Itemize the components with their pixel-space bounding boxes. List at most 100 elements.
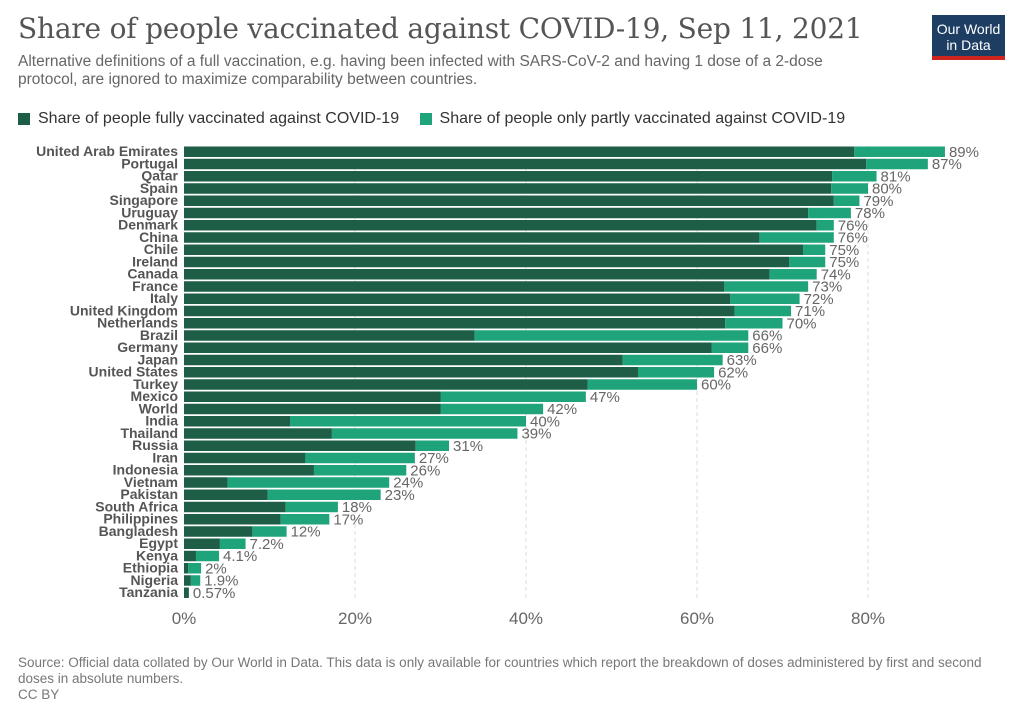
bar-partial <box>188 563 202 574</box>
category-label: Philippines <box>103 511 178 527</box>
total-label: 76% <box>838 217 868 234</box>
bar-partial <box>759 232 834 243</box>
bar-full <box>184 477 228 488</box>
license-note: CC BY <box>18 687 60 702</box>
x-tick-label: 60% <box>680 609 714 628</box>
category-label: Japan <box>138 351 178 367</box>
bar-partial <box>816 220 834 231</box>
bar-full <box>184 158 867 170</box>
category-label: Qatar <box>141 168 178 184</box>
bar-series <box>184 146 945 598</box>
bar-partial <box>587 379 697 390</box>
bar-partial <box>622 354 723 366</box>
bar-full <box>184 403 441 415</box>
bar-full <box>184 220 817 231</box>
category-label: World <box>139 400 178 416</box>
bar-partial <box>195 550 220 562</box>
bar-full <box>184 465 314 476</box>
bar-partial <box>866 158 928 170</box>
total-labels: 89%87%81%80%79%78%76%76%75%75%74%73%72%7… <box>193 144 979 602</box>
x-tick-label: 0% <box>172 609 197 628</box>
x-tick-label: 40% <box>509 609 543 628</box>
category-label: Ethiopia <box>123 560 178 576</box>
legend-item-partial[interactable]: Share of people only partly vaccinated a… <box>419 110 845 128</box>
x-axis-ticks: 0% 20% 40% 60% 80% <box>172 609 885 628</box>
legend-swatch-full <box>18 113 30 125</box>
bar-full <box>184 501 286 513</box>
category-label: France <box>132 278 178 294</box>
category-label: Iran <box>152 449 178 465</box>
bar-partial <box>219 538 246 549</box>
bar-full <box>184 293 731 304</box>
total-label: 40% <box>530 413 560 430</box>
bar-partial <box>440 403 544 415</box>
bar-full <box>184 183 832 194</box>
bar-full <box>184 526 253 537</box>
bar-full <box>184 269 770 280</box>
bar-full <box>184 318 726 329</box>
x-tick-label: 20% <box>338 609 372 628</box>
bar-partial <box>305 452 415 464</box>
total-label: 26% <box>410 462 440 479</box>
category-label: Canada <box>127 266 178 282</box>
bar-full <box>184 391 441 402</box>
category-label: Denmark <box>118 217 178 233</box>
bar-partial <box>854 146 945 157</box>
bar-full <box>184 232 760 243</box>
total-label: 80% <box>872 181 902 198</box>
bar-partial <box>252 526 287 537</box>
bar-full <box>184 489 268 500</box>
category-labels: United Arab EmiratesPortugalQatarSpainSi… <box>36 143 178 600</box>
total-label: 76% <box>838 230 868 247</box>
total-label: 62% <box>718 364 748 381</box>
owid-logo[interactable]: Our World in Data <box>932 15 1005 60</box>
bar-full <box>184 514 281 525</box>
chart-title: Share of people vaccinated against COVID… <box>18 12 863 45</box>
total-label: 24% <box>393 475 423 492</box>
bar-full <box>184 207 809 219</box>
bar-partial <box>267 489 381 500</box>
total-label: 87% <box>932 156 962 173</box>
bar-partial <box>711 342 749 353</box>
bar-partial <box>290 416 526 427</box>
bar-full <box>184 195 834 206</box>
bar-full <box>184 452 306 464</box>
category-label: United Kingdom <box>70 302 178 318</box>
bar-full <box>184 281 725 292</box>
category-label: Italy <box>150 290 178 306</box>
category-label: China <box>139 229 178 245</box>
category-label: Spain <box>140 180 178 196</box>
total-label: 0.57% <box>193 585 236 602</box>
bar-partial <box>725 318 783 329</box>
bar-partial <box>190 575 201 586</box>
bar-full <box>184 256 790 268</box>
bar-partial <box>227 477 390 488</box>
category-label: Uruguay <box>121 204 178 220</box>
bar-full <box>184 416 291 427</box>
bar-partial <box>724 281 809 292</box>
legend-item-full[interactable]: Share of people fully vaccinated against… <box>18 110 399 128</box>
bar-full <box>184 342 712 353</box>
bar-full <box>184 550 196 562</box>
bar-full <box>184 305 735 317</box>
total-label: 42% <box>547 401 577 418</box>
category-label: Singapore <box>110 192 179 208</box>
total-label: 47% <box>590 389 620 406</box>
bar-full <box>184 244 804 255</box>
bar-full <box>184 367 639 378</box>
logo-line-2: in Data <box>946 37 991 53</box>
category-label: Vietnam <box>124 474 178 490</box>
bar-partial <box>331 428 518 439</box>
category-label: Mexico <box>131 388 178 404</box>
bar-partial <box>803 244 826 255</box>
total-label: 79% <box>863 193 893 210</box>
category-label: United States <box>89 364 179 380</box>
total-label: 18% <box>342 499 372 516</box>
legend-swatch-partial <box>419 113 432 125</box>
total-label: 12% <box>291 524 321 541</box>
category-label: Russia <box>132 437 178 453</box>
chart-legend: Share of people fully vaccinated against… <box>18 110 861 130</box>
bar-full <box>184 563 189 574</box>
total-label: 1.9% <box>204 573 238 590</box>
